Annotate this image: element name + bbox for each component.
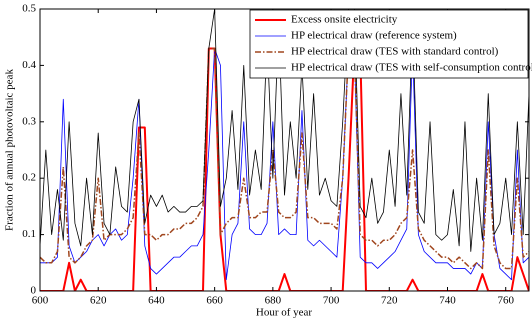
x-tick-label: 620 [90,295,107,307]
x-tick-label: 760 [497,295,514,307]
x-tick-label: 640 [148,295,165,307]
plot-area [40,9,529,291]
y-tick-label: 0.2 [22,172,36,184]
series-line [40,48,529,281]
x-tick-label: 700 [323,295,340,307]
legend-label: HP electrical draw (TES with self-consum… [291,62,532,74]
y-tick-label: 0 [31,285,37,297]
series-line [40,47,529,291]
y-tick-label: 0.1 [22,228,36,240]
series-line [40,9,529,252]
x-axis-label: Hour of year [256,307,313,319]
legend-label: HP electrical draw (TES with standard co… [291,46,499,58]
legend-label: HP electrical draw (reference system) [291,30,457,42]
x-tick-label: 720 [381,295,398,307]
x-tick-label: 600 [32,295,49,307]
x-tick-label: 680 [265,295,282,307]
y-tick-label: 0.4 [22,59,36,71]
plot-frame [39,8,530,292]
x-tick-label: 660 [206,295,223,307]
x-tick-label: 740 [439,295,456,307]
series-line [40,47,529,270]
y-axis-label: Fraction of annual photovoltaic peak [4,69,16,231]
y-tick-label: 0.3 [22,115,36,127]
y-tick-label: 0.5 [22,3,36,15]
legend: Excess onsite electricity HP electrical d… [249,9,532,79]
legend-box [249,9,529,79]
legend-label: Excess onsite electricity [291,14,398,26]
